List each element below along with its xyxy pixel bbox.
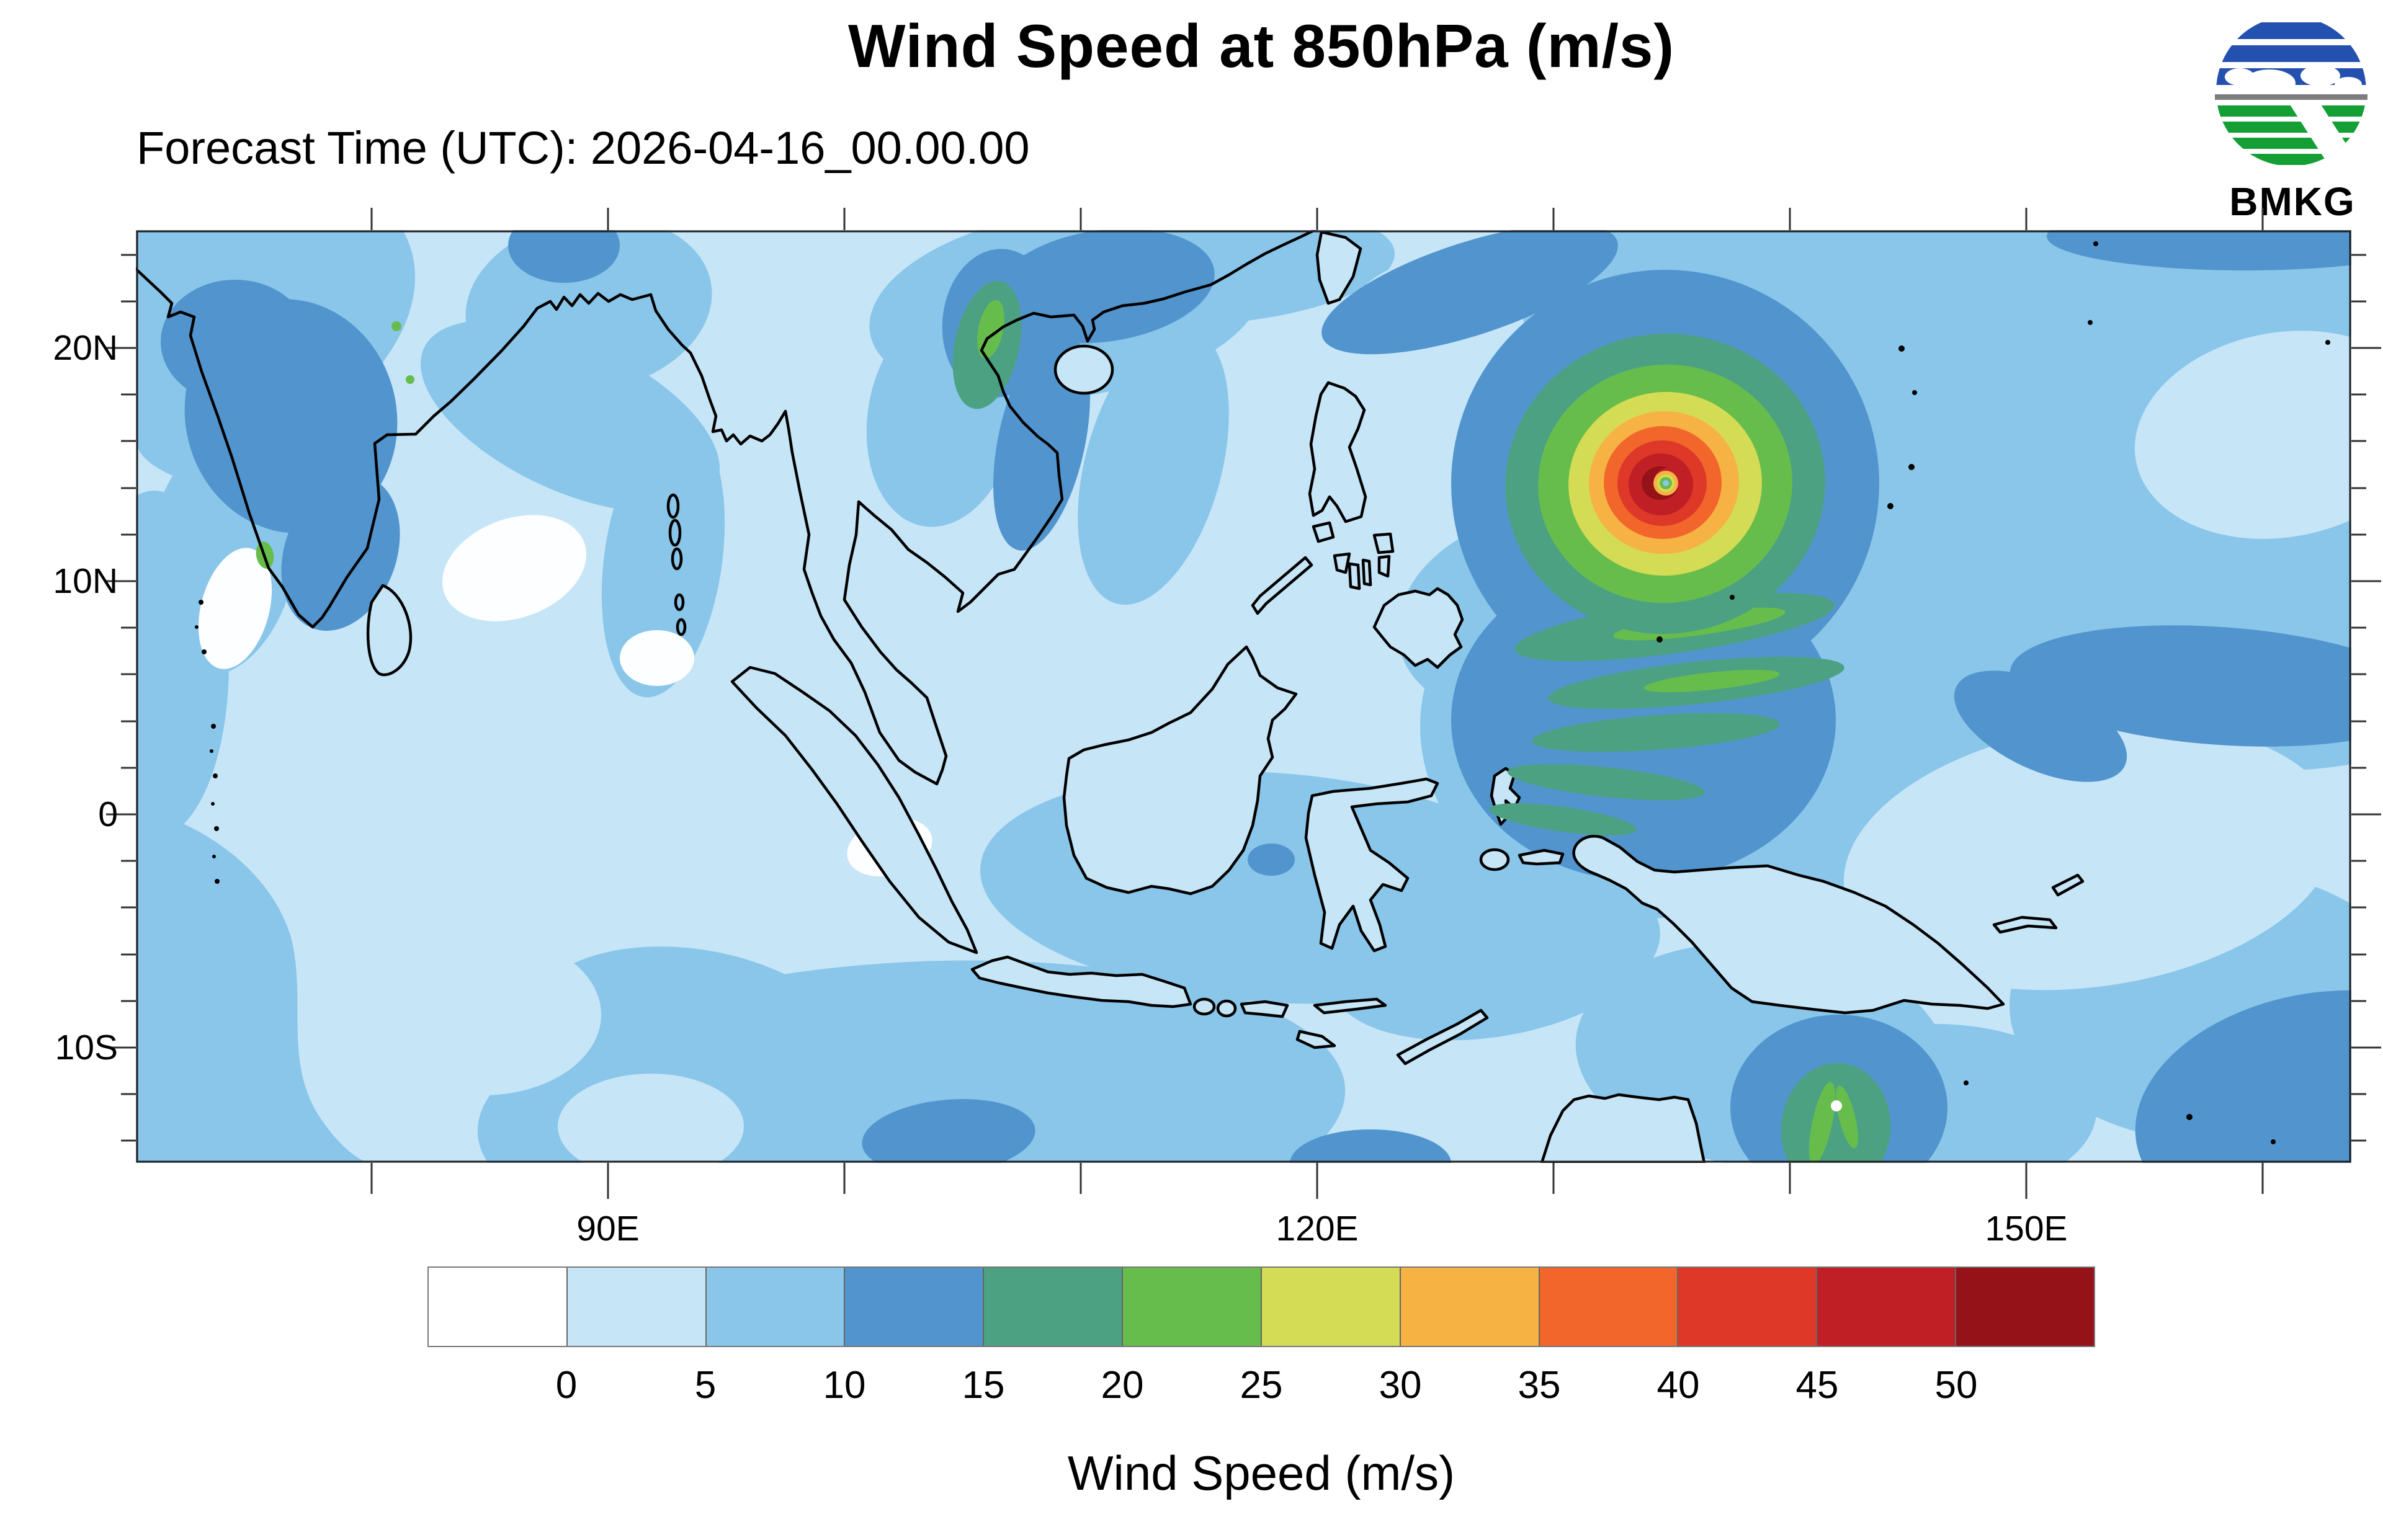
island-andaman — [666, 493, 680, 519]
colorbar-segment — [844, 1268, 983, 1346]
colorbar-segment — [705, 1268, 844, 1346]
colorbar-segment — [1122, 1268, 1261, 1346]
island-panay — [1333, 552, 1351, 574]
y-axis-label-10s: 10S — [55, 1028, 118, 1067]
island-palawan — [1251, 556, 1313, 615]
coast-asia-mainland — [136, 230, 1317, 786]
colorbar-segment — [429, 1268, 566, 1346]
island-bali — [1192, 997, 1216, 1016]
island-luzon — [1308, 381, 1367, 523]
australia-top-end — [1540, 1093, 1706, 1163]
colorbar — [427, 1266, 2095, 1347]
secondary-vortex — [1730, 1015, 1947, 1163]
colorbar-tick-50: 50 — [1934, 1364, 1978, 1407]
island-flores — [1313, 997, 1387, 1015]
island-new-ireland — [2051, 873, 2085, 897]
x-axis-label-90e: 90E — [576, 1209, 640, 1248]
y-axis-label-0: 0 — [98, 794, 118, 834]
island-sumba — [1295, 1030, 1336, 1049]
islands — [366, 230, 2085, 1163]
bmkg-logo-label: BMKG — [2229, 179, 2356, 224]
island-java — [970, 955, 1192, 1008]
island-negros — [1348, 562, 1361, 590]
colorbar-tick-10: 10 — [823, 1364, 866, 1407]
colorbar-tick-45: 45 — [1795, 1364, 1839, 1407]
y-axis-label-10n: 10N — [53, 561, 118, 601]
colorbar-tick-30: 30 — [1379, 1364, 1422, 1407]
coastlines — [136, 230, 1317, 786]
wind-map — [136, 230, 2351, 1163]
island-mindoro — [1312, 521, 1335, 543]
colorbar-tick-25: 25 — [1240, 1364, 1283, 1407]
tropical-cyclone — [1505, 333, 1825, 634]
island-samar — [1372, 532, 1395, 554]
bmkg-logo-icon — [2215, 16, 2367, 166]
island-new-guinea — [1572, 834, 2005, 1015]
x-axis-label-150e: 150E — [1985, 1209, 2068, 1248]
colorbar-tick-20: 20 — [1101, 1364, 1144, 1407]
island-sumbawa — [1240, 1000, 1289, 1018]
y-axis-label-20n: 20N — [53, 328, 118, 368]
island-hainan — [1053, 344, 1114, 395]
colorbar-segment — [1538, 1268, 1678, 1346]
island-seram — [1518, 848, 1565, 866]
x-axis-label-120e: 120E — [1276, 1209, 1359, 1248]
colorbar-segment — [566, 1268, 705, 1346]
island-sulawesi — [1304, 777, 1439, 953]
colorbar-tick-35: 35 — [1518, 1364, 1561, 1407]
colorbar-tick-40: 40 — [1656, 1364, 1700, 1407]
island-cebu — [1361, 558, 1372, 587]
island-new-britain — [1992, 915, 2058, 934]
island-mindanao — [1372, 587, 1464, 669]
island-buru — [1479, 848, 1510, 871]
island-specks — [195, 241, 2330, 1144]
forecast-time-label: Forecast Time (UTC): 2026-04-16_00.00.00 — [136, 122, 1030, 174]
island-borneo — [1062, 645, 1298, 896]
colorbar-segment — [1816, 1268, 1956, 1346]
map-frame — [136, 230, 2351, 1163]
colorbar-segment — [1399, 1268, 1539, 1346]
colorbar-title: Wind Speed (m/s) — [1067, 1446, 1455, 1500]
island-lombok — [1216, 999, 1237, 1018]
colorbar-tick-5: 5 — [694, 1364, 717, 1407]
island-sri-lanka — [366, 584, 413, 677]
island-leyte — [1377, 554, 1391, 578]
colorbar-segment — [1260, 1268, 1400, 1346]
colorbar-tick-0: 0 — [555, 1364, 578, 1407]
colorbar-segment — [1677, 1268, 1817, 1346]
page-title: Wind Speed at 850hPa (m/s) — [847, 12, 1675, 80]
colorbar-tick-15: 15 — [962, 1364, 1005, 1407]
colorbar-segment — [983, 1268, 1122, 1346]
colorbar-segment — [1955, 1268, 2094, 1346]
island-sumatra — [730, 665, 978, 955]
island-taiwan — [1315, 230, 1362, 305]
island-timor — [1396, 1008, 1489, 1066]
